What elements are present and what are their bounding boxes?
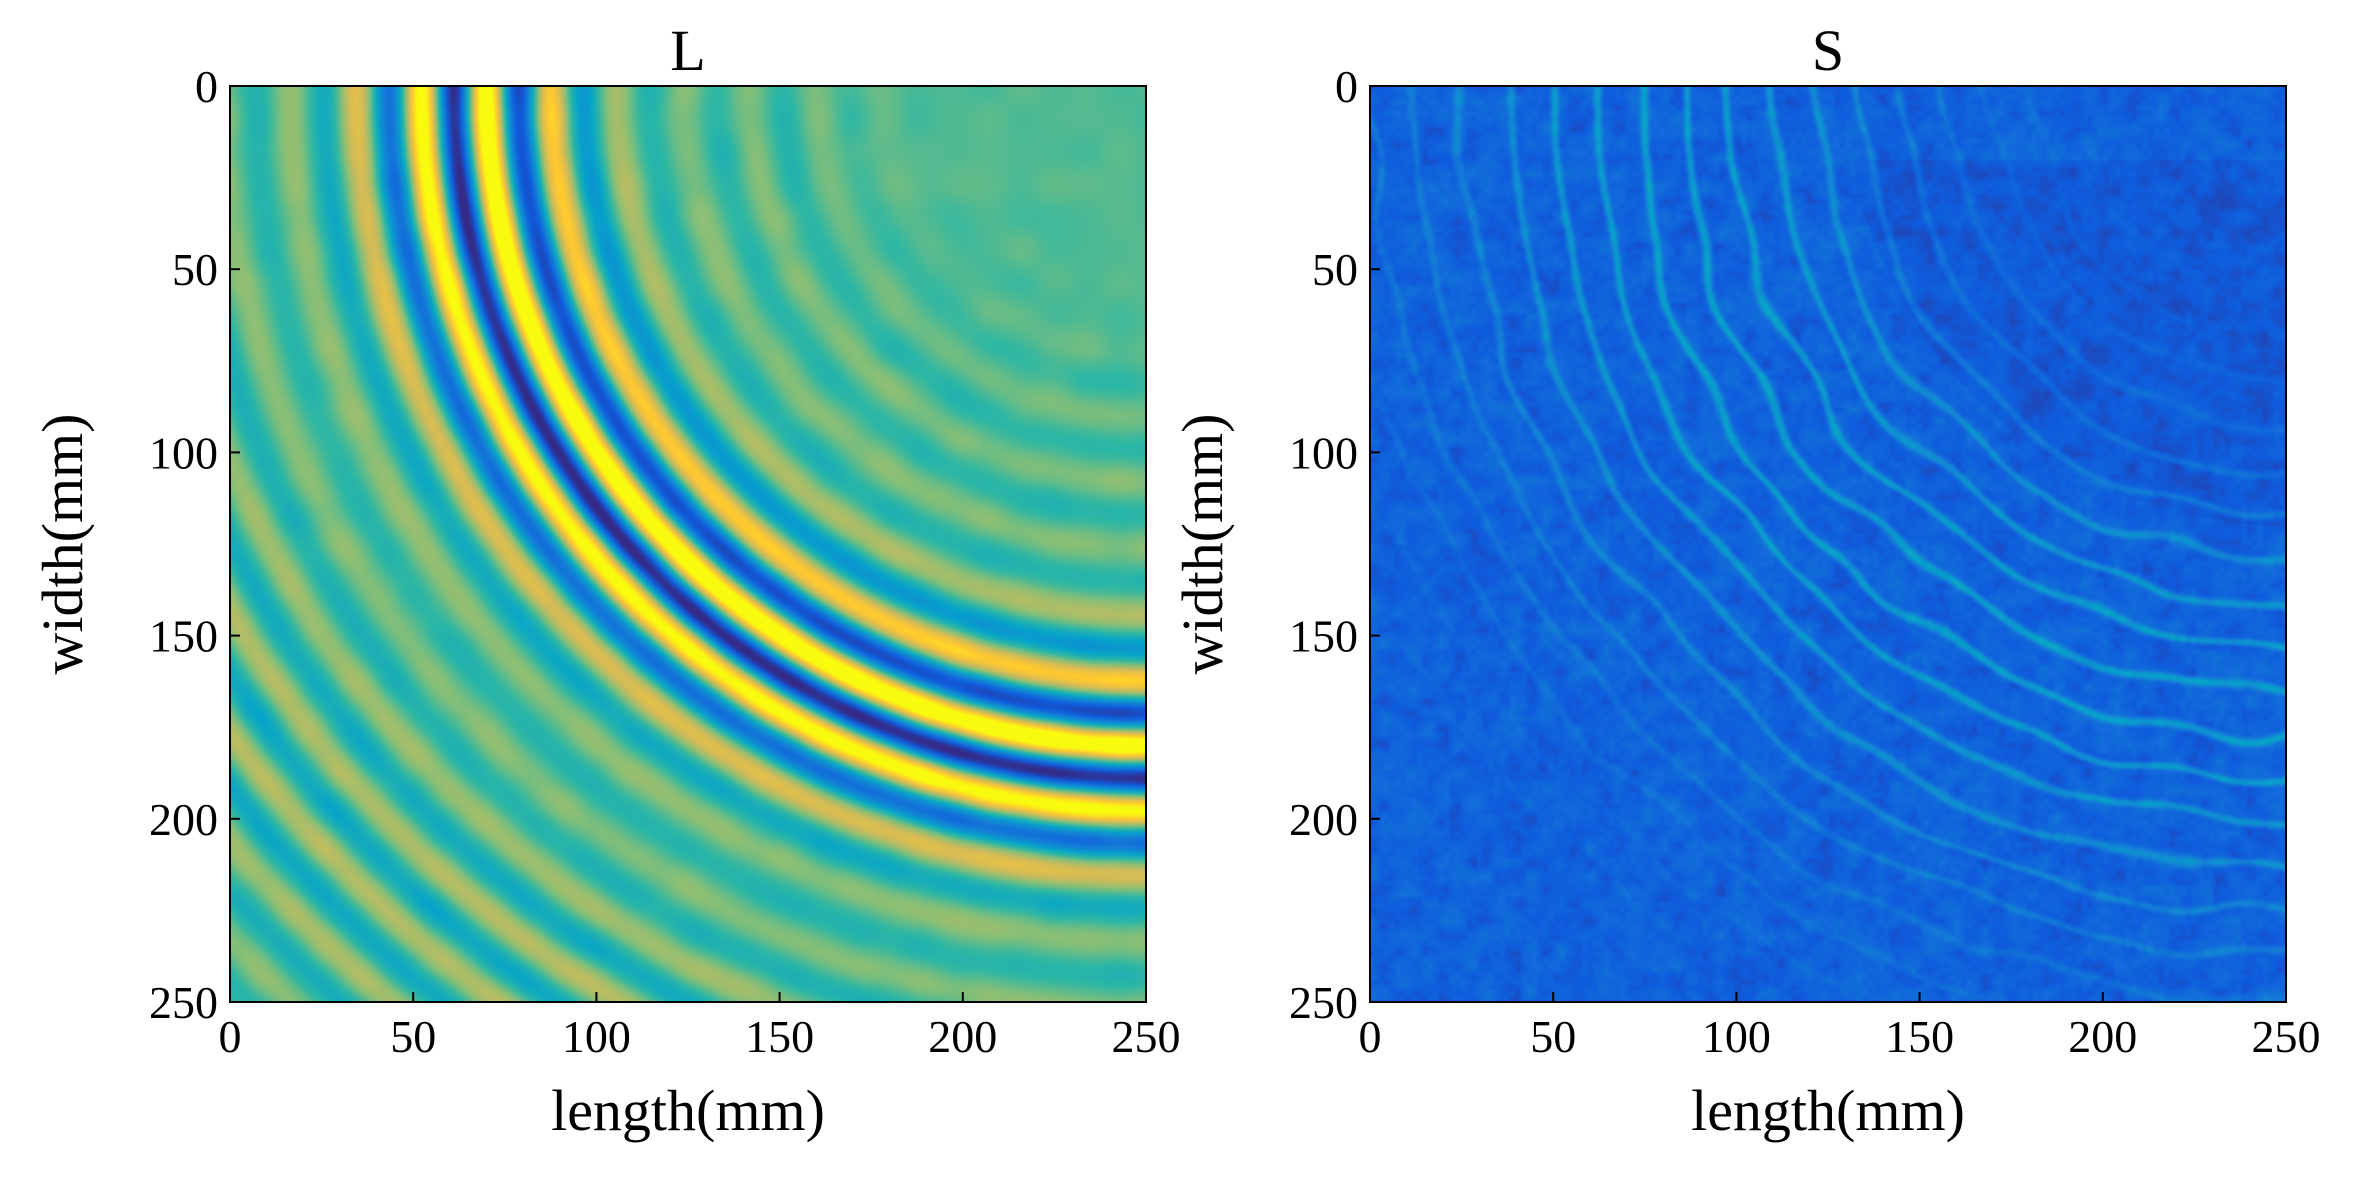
panel-s-axes-box bbox=[1369, 85, 2287, 1003]
panel-s-ytick-label: 100 bbox=[1289, 427, 1358, 478]
panel-l-xtick-label: 0 bbox=[219, 1011, 242, 1062]
panel-l-xlabel: length(mm) bbox=[551, 1078, 825, 1143]
panel-l-ytick-label: 0 bbox=[195, 61, 218, 112]
panel-s-ytick-label: 50 bbox=[1312, 244, 1358, 295]
panel-l-xtick-label: 200 bbox=[928, 1011, 997, 1062]
panel-l-ytick-label: 200 bbox=[149, 794, 218, 845]
panel-l-axes-box bbox=[229, 85, 1147, 1003]
panel-s-xlabel: length(mm) bbox=[1691, 1078, 1965, 1143]
panel-l-xtick-label: 150 bbox=[745, 1011, 814, 1062]
panel-l-ytick-label: 50 bbox=[172, 244, 218, 295]
panel-s-xtick-label: 50 bbox=[1530, 1011, 1576, 1062]
panel-l-ylabel: width(mm) bbox=[30, 414, 95, 675]
panel-s-heatmap bbox=[1370, 86, 2286, 1002]
panel-l-image-frame bbox=[230, 86, 1146, 1002]
panel-s-xtick-label: 200 bbox=[2068, 1011, 2137, 1062]
panel-s-ytick-label: 0 bbox=[1335, 61, 1358, 112]
panel-l-ytick-label: 100 bbox=[149, 427, 218, 478]
panel-s-image-frame bbox=[1370, 86, 2286, 1002]
panel-l-title: L bbox=[670, 18, 705, 83]
panel-s-ytick-label: 150 bbox=[1289, 611, 1358, 662]
panel-l-heatmap bbox=[230, 86, 1146, 1002]
panel-l-xtick-label: 250 bbox=[1112, 1011, 1181, 1062]
panel-l-xtick-label: 50 bbox=[390, 1011, 436, 1062]
panel-l-ytick-label: 150 bbox=[149, 611, 218, 662]
panel-s-xtick-label: 250 bbox=[2252, 1011, 2321, 1062]
panel-s-ytick-label: 200 bbox=[1289, 794, 1358, 845]
panel-s-ytick-label: 250 bbox=[1289, 977, 1358, 1028]
panel-l-xtick-label: 100 bbox=[562, 1011, 631, 1062]
panel-s-title: S bbox=[1812, 18, 1844, 83]
panel-s-xtick-label: 0 bbox=[1359, 1011, 1382, 1062]
panel-l-ytick-label: 250 bbox=[149, 977, 218, 1028]
panel-s-ylabel: width(mm) bbox=[1170, 414, 1235, 675]
panel-s-xtick-label: 100 bbox=[1702, 1011, 1771, 1062]
panel-s-xtick-label: 150 bbox=[1885, 1011, 1954, 1062]
